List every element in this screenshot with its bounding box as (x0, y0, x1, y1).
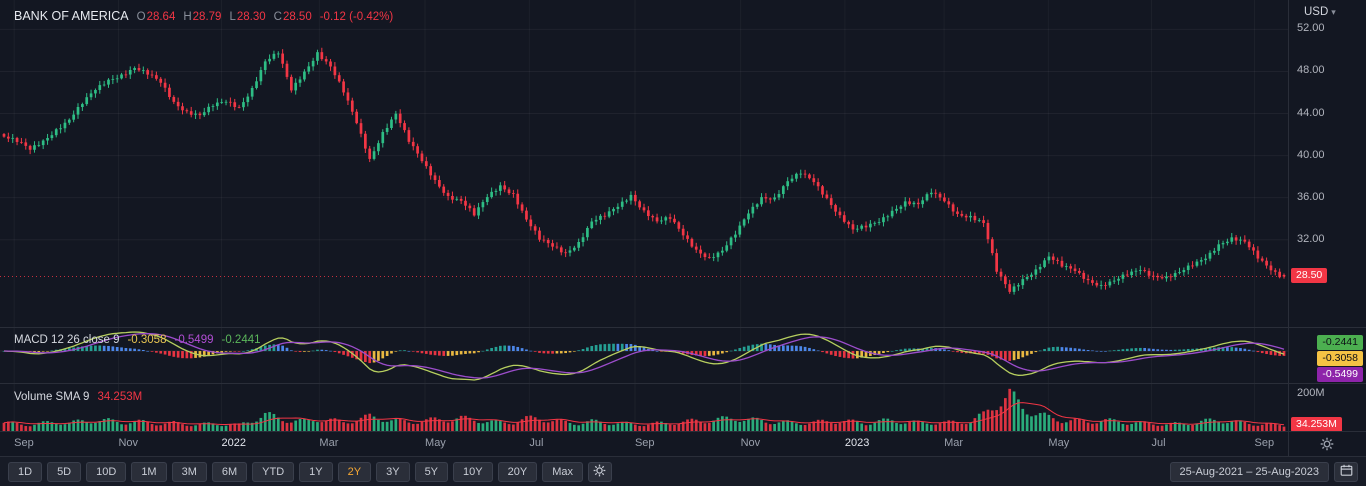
volume-title: Volume SMA 9 (14, 391, 90, 403)
symbol-name: BANK OF AMERICA (14, 9, 129, 23)
time-axis-label: Nov (740, 437, 761, 449)
ohlc-value: 28.30 (236, 11, 266, 23)
macd-badge: -0.3058 (1317, 351, 1363, 366)
price-scale-column[interactable]: USD ▾ 52.00 48.00 44.00 40.00 36.00 32.00 28.5… (1288, 0, 1366, 456)
time-axis-label: Nov (118, 437, 139, 449)
time-axis-label: Jul (529, 437, 544, 449)
macd-values: -0.3058 -0.5499 -0.2441 (119, 334, 260, 346)
ohlc-key: L (229, 11, 236, 23)
time-axis-label: May (1048, 437, 1070, 449)
time-axis-label: 2022 (221, 437, 247, 449)
time-axis-label: Mar (944, 437, 964, 449)
volume-sma-value: 34.253M (97, 391, 143, 403)
macd-badge: -0.5499 (1317, 367, 1363, 382)
chart-canvas[interactable] (0, 0, 1288, 432)
range-button-1m[interactable]: 1M (131, 461, 167, 482)
range-button-6m[interactable]: 6M (211, 461, 248, 482)
price-change: -0.12 (-0.42%) (319, 11, 394, 23)
time-axis-label: Mar (319, 437, 339, 449)
price-tick-label: 32.00 (1297, 232, 1325, 245)
range-button-5d[interactable]: 5D (47, 461, 82, 482)
price-tick-label: 36.00 (1297, 190, 1325, 203)
range-button-10d[interactable]: 10D (86, 461, 127, 482)
volume-legend: Volume SMA 9 34.253M (14, 391, 142, 403)
date-range-display[interactable]: 25-Aug-2021 – 25-Aug-2023 (1169, 461, 1329, 482)
time-axis-label: Sep (634, 437, 655, 449)
chevron-down-icon: ▾ (1331, 7, 1336, 17)
volume-badge: 34.253M (1291, 417, 1342, 432)
gear-icon (593, 464, 606, 480)
symbol-legend: BANK OF AMERICA O28.64 H28.79 L28.30 C28.50… (14, 9, 393, 23)
macd-legend-value: -0.2441 (221, 334, 261, 346)
range-button-group: 1D 5D 10D 1M 3M 6M YTD 1Y 2Y 3Y 5Y 10Y 20Y Max (8, 461, 612, 482)
currency-label: USD (1304, 6, 1329, 18)
range-button-5y[interactable]: 5Y (414, 461, 449, 482)
macd-legend-value: -0.3058 (127, 334, 167, 346)
pane-separator[interactable] (0, 383, 1366, 384)
range-button-20y[interactable]: 20Y (497, 461, 538, 482)
price-tick-label: 52.00 (1297, 22, 1325, 35)
range-button-3y[interactable]: 3Y (376, 461, 410, 482)
range-button-1y[interactable]: 1Y (299, 461, 333, 482)
time-axis-label: Sep (1254, 437, 1275, 449)
macd-legend-value: -0.5499 (174, 334, 214, 346)
ohlc-value: 28.79 (192, 11, 222, 23)
macd-badge: -0.2441 (1317, 335, 1363, 350)
time-axis-label: Sep (14, 437, 34, 449)
range-button-3m[interactable]: 3M (171, 461, 207, 482)
range-button-ytd[interactable]: YTD (252, 461, 295, 482)
time-axis-label: Jul (1151, 437, 1166, 449)
macd-title: MACD 12 26 close 9 (14, 334, 120, 346)
currency-selector[interactable]: USD ▾ (1304, 6, 1336, 18)
date-range-group: 25-Aug-2021 – 25-Aug-2023 (1169, 461, 1358, 482)
price-tick-label: 48.00 (1297, 64, 1325, 77)
ohlc-value: 28.50 (282, 11, 312, 23)
range-button-max[interactable]: Max (542, 461, 583, 482)
chart-settings-button[interactable] (587, 461, 612, 482)
bottom-toolbar: 1D 5D 10D 1M 3M 6M YTD 1Y 2Y 3Y 5Y 10Y 20Y Max 25-Aug… (0, 456, 1366, 486)
last-price-badge: 28.50 (1291, 268, 1328, 284)
ohlc-key: C (273, 11, 282, 23)
gear-icon (1320, 437, 1334, 454)
time-axis-label: May (425, 437, 446, 449)
pane-separator[interactable] (0, 327, 1366, 328)
ohlc-values: O28.64 H28.79 L28.30 C28.50 (129, 9, 312, 23)
ohlc-key: O (136, 11, 146, 23)
pane-separator (0, 431, 1366, 432)
time-axis-label: 2023 (844, 437, 870, 449)
price-tick-label: 40.00 (1297, 148, 1325, 161)
ohlc-key: H (183, 11, 192, 23)
range-button-2y[interactable]: 2Y (337, 461, 372, 482)
range-button-10y[interactable]: 10Y (453, 461, 493, 482)
time-axis[interactable]: Sep Nov 2022 Mar May Jul Sep Nov 2023 Mar May Jul Se… (0, 432, 1288, 456)
macd-legend: MACD 12 26 close 9 -0.3058 -0.5499 -0.2441 (14, 334, 261, 346)
ohlc-value: 28.64 (146, 11, 176, 23)
range-button-1d[interactable]: 1D (8, 461, 43, 482)
calendar-button[interactable] (1334, 461, 1358, 482)
volume-axis-tick: 200M (1297, 386, 1325, 399)
price-tick-label: 44.00 (1297, 106, 1325, 119)
calendar-icon (1340, 464, 1353, 480)
axis-settings-gear-button[interactable] (1317, 437, 1337, 453)
range-buttons: 1D 5D 10D 1M 3M 6M YTD 1Y 2Y 3Y 5Y 10Y 20Y Max (8, 461, 583, 482)
